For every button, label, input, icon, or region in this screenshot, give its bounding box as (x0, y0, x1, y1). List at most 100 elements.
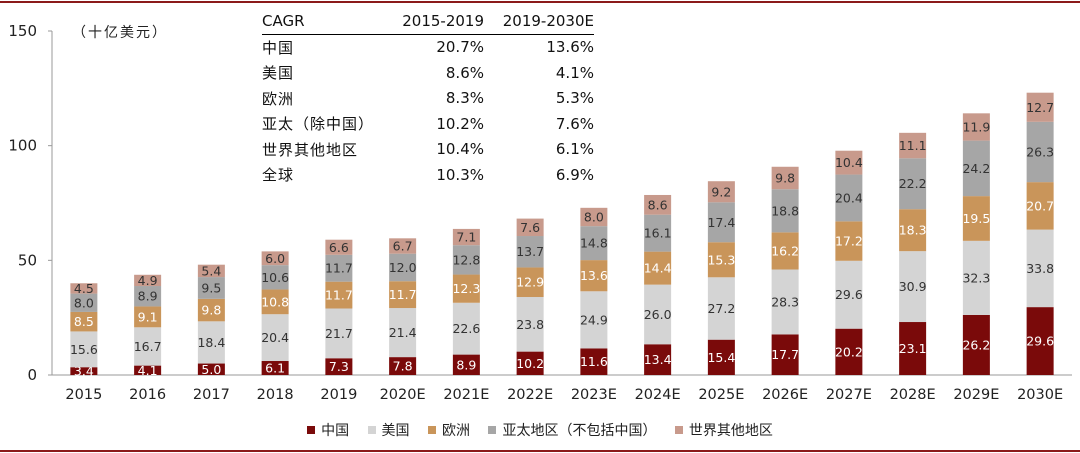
x-tick-label: 2030E (1017, 387, 1063, 403)
data-label: 12.7 (1026, 100, 1054, 115)
data-label: 9.5 (201, 280, 221, 295)
cagr-row: 全球 10.3% 6.9% (262, 162, 594, 188)
data-label: 18.4 (197, 335, 225, 350)
legend-label: 亚太地区（不包括中国） (502, 423, 657, 439)
data-label: 20.4 (261, 330, 289, 345)
bar-segment (261, 251, 289, 266)
data-label: 33.8 (1026, 261, 1054, 276)
data-label: 13.4 (644, 352, 672, 367)
bar-segment (835, 221, 863, 261)
data-label: 4.9 (138, 273, 158, 288)
data-label: 6.0 (265, 251, 285, 266)
cagr-table: CAGR 2015-2019 2019-2030E 中国 20.7% 13.6%… (262, 8, 594, 188)
bar-segment (962, 240, 990, 315)
data-label: 17.4 (707, 215, 735, 230)
data-label: 15.3 (707, 252, 735, 267)
x-tick-label: 2021E (443, 387, 489, 403)
x-tick-label: 2015 (65, 387, 102, 403)
bar-segment (707, 277, 735, 340)
legend-item: 欧洲 (428, 420, 470, 440)
data-label: 8.9 (138, 289, 158, 304)
legend-swatch (488, 426, 497, 434)
data-label: 26.0 (644, 307, 672, 322)
cagr-region: 亚太（除中国） (262, 115, 375, 134)
bar-segment (389, 357, 417, 375)
data-label: 11.6 (580, 354, 608, 369)
data-label: 29.6 (835, 287, 863, 302)
data-label: 23.8 (516, 317, 544, 332)
bar-segment (1026, 229, 1054, 308)
bar-segment (261, 361, 289, 375)
data-label: 16.1 (644, 226, 672, 241)
data-label: 16.2 (771, 243, 799, 258)
x-tick-label: 2029E (953, 387, 999, 403)
bar-segment (452, 354, 480, 375)
data-label: 20.2 (835, 344, 863, 359)
bar-segment (134, 365, 162, 375)
data-label: 11.7 (325, 261, 353, 276)
bar-segment (707, 242, 735, 278)
data-label: 12.9 (516, 275, 544, 290)
x-tick-label: 2022E (507, 387, 553, 403)
bar-segment (771, 269, 799, 335)
bar-segment (580, 260, 608, 292)
legend-swatch (428, 426, 436, 434)
cagr-row: 亚太（除中国） 10.2% 7.6% (262, 111, 594, 137)
data-label: 10.2 (516, 356, 544, 371)
cagr-value-a: 8.6% (445, 63, 484, 82)
data-label: 10.8 (261, 294, 289, 309)
data-label: 23.1 (899, 341, 927, 356)
bar-segment (1026, 92, 1054, 122)
bar-segment (325, 281, 353, 309)
data-label: 16.7 (134, 339, 162, 354)
bar-segment (134, 306, 162, 328)
bar-segment (899, 251, 927, 323)
data-label: 6.6 (329, 240, 349, 255)
bar-segment (325, 308, 353, 359)
bar-segment (70, 311, 98, 332)
bar-segment (197, 277, 225, 299)
bar-segment (197, 321, 225, 364)
cagr-row: 世界其他地区 10.4% 6.1% (262, 137, 594, 163)
data-label: 17.7 (771, 347, 799, 362)
legend-label: 中国 (321, 423, 350, 439)
bar-segment (771, 232, 799, 270)
bar-segment (70, 283, 98, 294)
data-label: 11.9 (962, 119, 990, 134)
legend-item: 中国 (307, 420, 349, 440)
data-label: 7.6 (520, 220, 540, 235)
cagr-region: 中国 (262, 38, 295, 57)
data-label: 13.6 (580, 268, 608, 283)
data-label: 12.0 (389, 260, 417, 275)
bar-segment (197, 363, 225, 375)
legend-swatch (367, 426, 376, 434)
data-label: 26.2 (962, 337, 990, 352)
bar-segment (771, 334, 799, 375)
data-label: 5.0 (201, 362, 221, 377)
data-label: 9.8 (201, 303, 221, 318)
data-label: 27.2 (707, 301, 735, 316)
cagr-region: 美国 (262, 64, 295, 83)
data-label: 17.2 (835, 234, 863, 249)
legend-label: 世界其他地区 (688, 423, 773, 439)
bar-segment (389, 253, 417, 282)
cagr-value-b: 13.6% (546, 38, 594, 57)
data-label: 15.4 (707, 350, 735, 365)
data-label: 22.6 (452, 321, 480, 336)
data-label: 24.2 (962, 161, 990, 176)
cagr-header-2019-2030e: 2019-2030E (484, 8, 594, 35)
bar-segment (962, 314, 990, 375)
data-label: 18.8 (771, 203, 799, 218)
cagr-row: 欧洲 8.3% 5.3% (262, 86, 594, 112)
bar-segment (644, 284, 672, 345)
bar-segment (1026, 307, 1054, 375)
data-label: 8.0 (584, 209, 604, 224)
bar-segment (580, 291, 608, 349)
y-tick-label: 150 (8, 22, 37, 40)
bottom-border (0, 450, 1080, 452)
data-label: 3.4 (74, 364, 94, 379)
cagr-region: 世界其他地区 (262, 140, 359, 159)
bar-segment (580, 207, 608, 227)
data-label: 9.2 (711, 184, 731, 199)
bar-segment (70, 331, 98, 368)
